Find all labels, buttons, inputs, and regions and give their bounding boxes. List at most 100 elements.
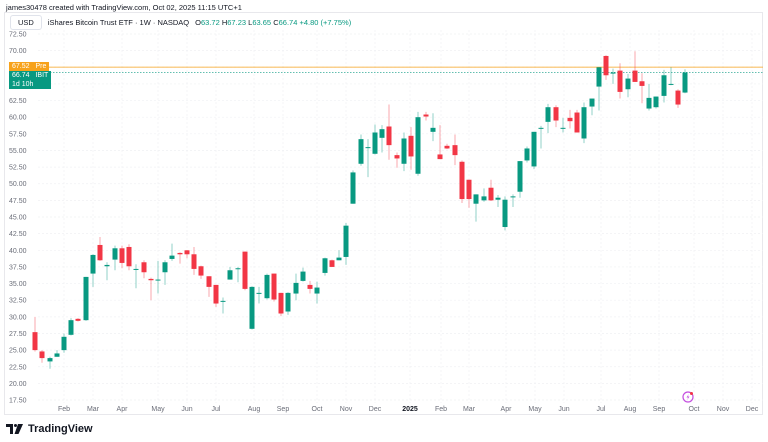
candle[interactable] [610, 68, 616, 84]
candle[interactable] [220, 297, 226, 314]
candle[interactable] [502, 196, 508, 231]
candle[interactable] [61, 333, 67, 353]
candle[interactable] [358, 134, 364, 166]
candle[interactable] [119, 245, 125, 269]
candle[interactable] [177, 252, 183, 264]
candle[interactable] [632, 51, 638, 82]
candle[interactable] [162, 260, 168, 285]
candle[interactable] [329, 259, 335, 267]
price-tick: 25.00 [9, 348, 27, 355]
candle[interactable] [625, 73, 631, 98]
candle[interactable] [83, 276, 89, 321]
candle[interactable] [538, 125, 544, 149]
close-label: C [273, 18, 279, 27]
symbol-title[interactable]: iShares Bitcoin Trust ETF · 1W · NASDAQ [47, 18, 190, 27]
candle[interactable] [581, 102, 587, 144]
candle[interactable] [668, 67, 674, 86]
event-icon[interactable] [682, 391, 694, 403]
candle[interactable] [47, 356, 53, 369]
candle[interactable] [314, 281, 320, 304]
candle[interactable] [293, 273, 299, 301]
candle[interactable] [452, 134, 458, 166]
candle[interactable] [365, 139, 371, 178]
candle[interactable] [97, 236, 103, 261]
candle[interactable] [307, 280, 313, 294]
candle[interactable] [343, 223, 349, 265]
candle[interactable] [386, 104, 392, 160]
candle[interactable] [495, 195, 501, 208]
candle[interactable] [249, 286, 255, 330]
candle[interactable] [545, 103, 551, 134]
candle[interactable] [155, 260, 161, 294]
candle[interactable] [415, 111, 421, 176]
candle[interactable] [394, 152, 400, 168]
candle[interactable] [653, 96, 659, 109]
candle[interactable] [603, 55, 609, 80]
candle[interactable] [574, 109, 580, 133]
candle[interactable] [126, 244, 132, 271]
candle[interactable] [235, 266, 241, 283]
candle[interactable] [256, 286, 262, 304]
candle[interactable] [379, 125, 385, 153]
candle[interactable] [213, 284, 219, 307]
candle[interactable] [198, 265, 204, 279]
candle[interactable] [423, 111, 429, 121]
candle[interactable] [104, 262, 110, 281]
candle[interactable] [169, 243, 175, 261]
candle[interactable] [39, 350, 45, 363]
candle[interactable] [401, 132, 407, 172]
candle[interactable] [675, 89, 681, 108]
candle[interactable] [510, 194, 516, 208]
candle[interactable] [430, 113, 436, 142]
candle[interactable] [459, 160, 465, 204]
candle[interactable] [141, 260, 147, 279]
candle[interactable] [567, 109, 573, 129]
candle[interactable] [133, 264, 139, 289]
candle[interactable] [75, 318, 81, 322]
candle[interactable] [322, 257, 328, 276]
currency-button[interactable]: USD [10, 15, 42, 30]
candle[interactable] [473, 194, 479, 222]
candle[interactable] [191, 246, 197, 275]
candle[interactable] [285, 292, 291, 315]
candle[interactable] [596, 67, 602, 111]
price-tick: 35.00 [9, 281, 27, 288]
candle[interactable] [437, 125, 443, 160]
candle[interactable] [617, 63, 623, 99]
candle[interactable] [488, 179, 494, 202]
time-tick: Mar [463, 406, 476, 413]
candle[interactable] [336, 250, 342, 261]
candle[interactable] [90, 254, 96, 287]
candle[interactable] [639, 73, 645, 104]
candle[interactable] [148, 277, 154, 301]
tradingview-logo[interactable]: TradingView [6, 423, 93, 435]
candle[interactable] [661, 69, 667, 103]
candle[interactable] [271, 273, 277, 302]
candle[interactable] [242, 251, 248, 291]
candle[interactable] [54, 350, 60, 357]
candle[interactable] [264, 273, 270, 300]
candle[interactable] [68, 318, 74, 336]
candle[interactable] [227, 266, 233, 280]
candle[interactable] [32, 316, 38, 352]
candle[interactable] [524, 146, 530, 163]
candle[interactable] [466, 179, 472, 208]
candle[interactable] [589, 98, 595, 116]
candle[interactable] [560, 117, 566, 133]
candle[interactable] [408, 127, 414, 170]
candle[interactable] [646, 83, 652, 111]
candle[interactable] [278, 292, 284, 317]
candle[interactable] [112, 245, 118, 271]
candle[interactable] [553, 105, 559, 128]
candle[interactable] [206, 276, 212, 297]
candle[interactable] [184, 250, 190, 259]
candle[interactable] [444, 143, 450, 150]
candle[interactable] [300, 267, 306, 282]
candle[interactable] [531, 131, 537, 170]
candle[interactable] [350, 170, 356, 204]
candle[interactable] [372, 124, 378, 155]
candle[interactable] [517, 161, 523, 198]
candle[interactable] [682, 69, 688, 94]
candle[interactable] [481, 188, 487, 202]
